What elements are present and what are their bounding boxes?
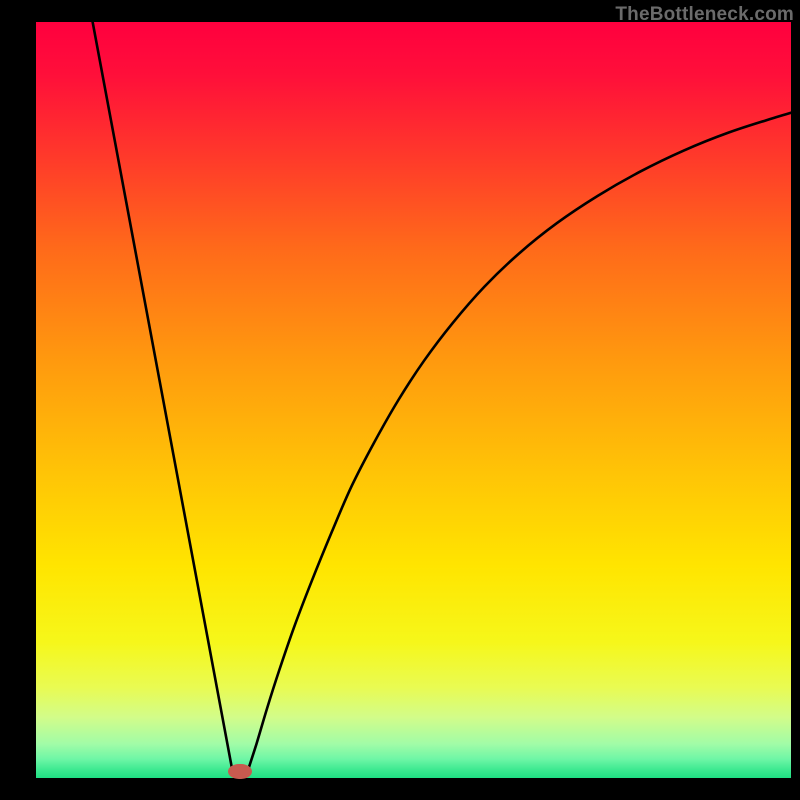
bottleneck-curve xyxy=(36,22,791,778)
chart-frame: TheBottleneck.com xyxy=(0,0,800,800)
plot-area xyxy=(36,22,791,778)
watermark-text: TheBottleneck.com xyxy=(615,4,794,26)
